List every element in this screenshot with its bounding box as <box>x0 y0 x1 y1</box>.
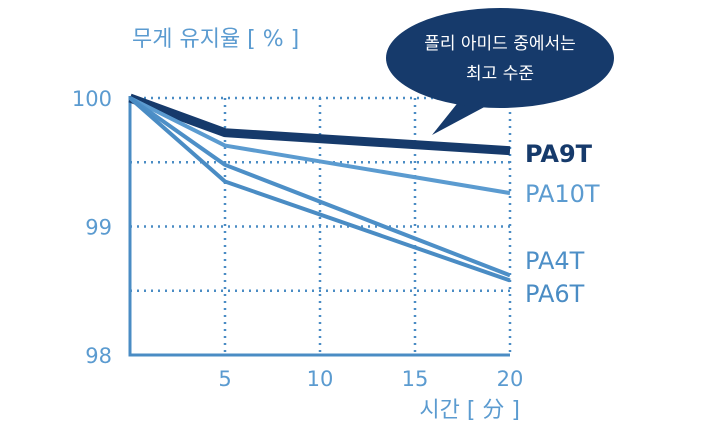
series-label: PA6T <box>525 280 585 308</box>
callout: 폴리 아미드 중에서는 최고 수준 <box>386 8 614 135</box>
callout-text: 폴리 아미드 중에서는 <box>424 34 576 54</box>
y-tick-label: 99 <box>85 216 112 240</box>
y-tick-label: 100 <box>72 87 112 111</box>
x-tick-label: 10 <box>307 367 334 391</box>
x-tick-label: 5 <box>218 367 231 391</box>
series-line <box>128 93 511 156</box>
x-tick-label: 15 <box>402 367 429 391</box>
x-axis-title: 시간 [ 分 ] <box>419 398 520 423</box>
callout-tail <box>432 100 490 135</box>
y-tick-label: 98 <box>85 344 112 368</box>
series-line <box>129 96 511 196</box>
series-label: PA4T <box>525 247 585 275</box>
y-axis-title: 무게 유지율 [ % ] <box>132 27 299 52</box>
x-tick-label: 20 <box>497 367 524 391</box>
series-label: PA9T <box>525 140 593 168</box>
series-line <box>128 96 511 283</box>
series-line <box>128 96 511 278</box>
callout-text: 최고 수준 <box>466 64 534 84</box>
callout-bubble <box>386 8 614 108</box>
series-label: PA10T <box>525 180 600 208</box>
